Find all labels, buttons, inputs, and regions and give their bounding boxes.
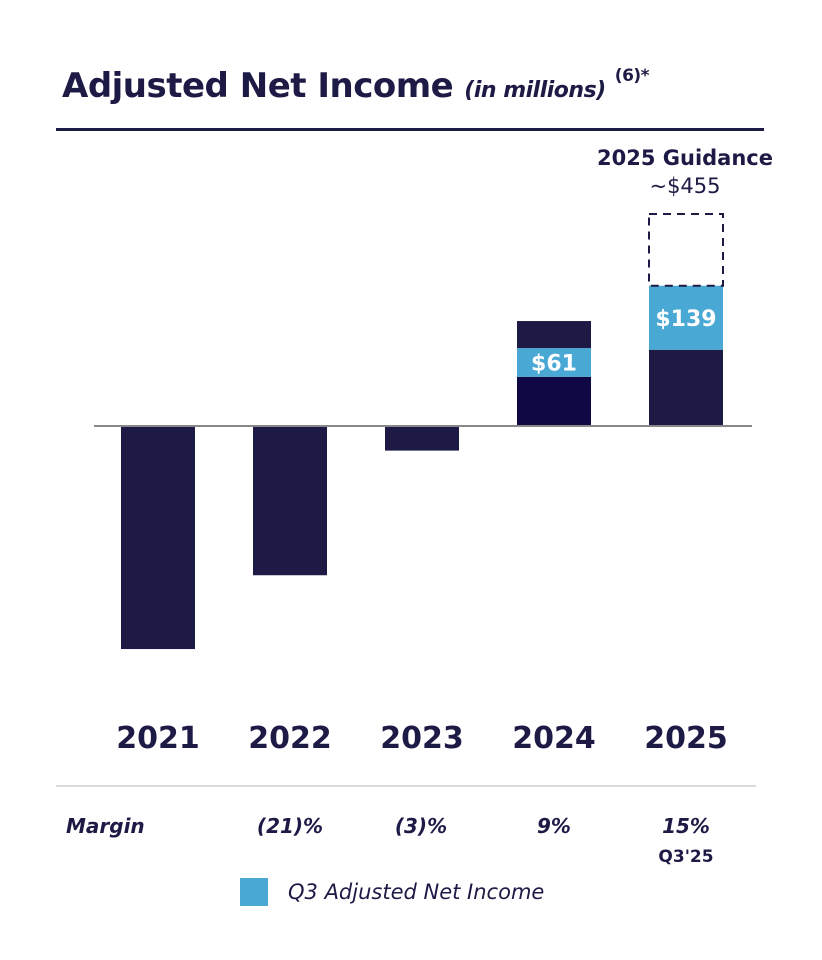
title-unit: (in millions) bbox=[464, 78, 606, 103]
title-footnote: (6)* bbox=[614, 66, 650, 86]
margin-2023: (3)% bbox=[394, 814, 448, 838]
guidance-label: 2025 Guidance ~$455 bbox=[580, 146, 790, 198]
bar-2021 bbox=[121, 426, 195, 650]
bar-2025-guidance-outline bbox=[648, 213, 724, 287]
legend: Q3 Adjusted Net Income bbox=[240, 878, 544, 906]
chart-title: Adjusted Net Income (in millions) (6)* bbox=[62, 66, 650, 106]
title-main: Adjusted Net Income bbox=[62, 66, 454, 106]
bar-2022 bbox=[253, 426, 327, 576]
x-tick-label-2022: 2022 bbox=[248, 721, 332, 756]
x-tick-label-2023: 2023 bbox=[380, 721, 464, 756]
bar-2025-base bbox=[649, 349, 723, 426]
bar-chart: $61 $139 2021 2022 2023 2024 2025 bbox=[94, 213, 752, 756]
bar-2024-top bbox=[517, 321, 591, 349]
bar-2024-q3 bbox=[517, 348, 591, 377]
guidance-value: ~$455 bbox=[649, 174, 721, 198]
margin-2022: (21)% bbox=[256, 814, 324, 838]
bar-label-2025: $139 bbox=[655, 307, 716, 332]
bar-label-2024: $61 bbox=[531, 351, 577, 376]
x-tick-label-2021: 2021 bbox=[116, 721, 200, 756]
bar-2023 bbox=[385, 426, 459, 451]
margin-2024: 9% bbox=[537, 814, 571, 838]
legend-label: Q3 Adjusted Net Income bbox=[288, 880, 545, 904]
margin-period-note: Q3'25 bbox=[658, 847, 714, 867]
x-tick-label-2025: 2025 bbox=[644, 721, 728, 756]
table-divider bbox=[56, 785, 756, 787]
margin-label: Margin bbox=[66, 814, 145, 838]
margin-2025: 15% bbox=[662, 814, 710, 838]
bar-2024-base bbox=[517, 376, 591, 426]
bar-2025-q3 bbox=[649, 285, 723, 350]
guidance-title: 2025 Guidance bbox=[597, 146, 773, 170]
legend-swatch-q3 bbox=[240, 878, 268, 906]
title-divider bbox=[56, 128, 764, 131]
x-tick-label-2024: 2024 bbox=[512, 721, 596, 756]
